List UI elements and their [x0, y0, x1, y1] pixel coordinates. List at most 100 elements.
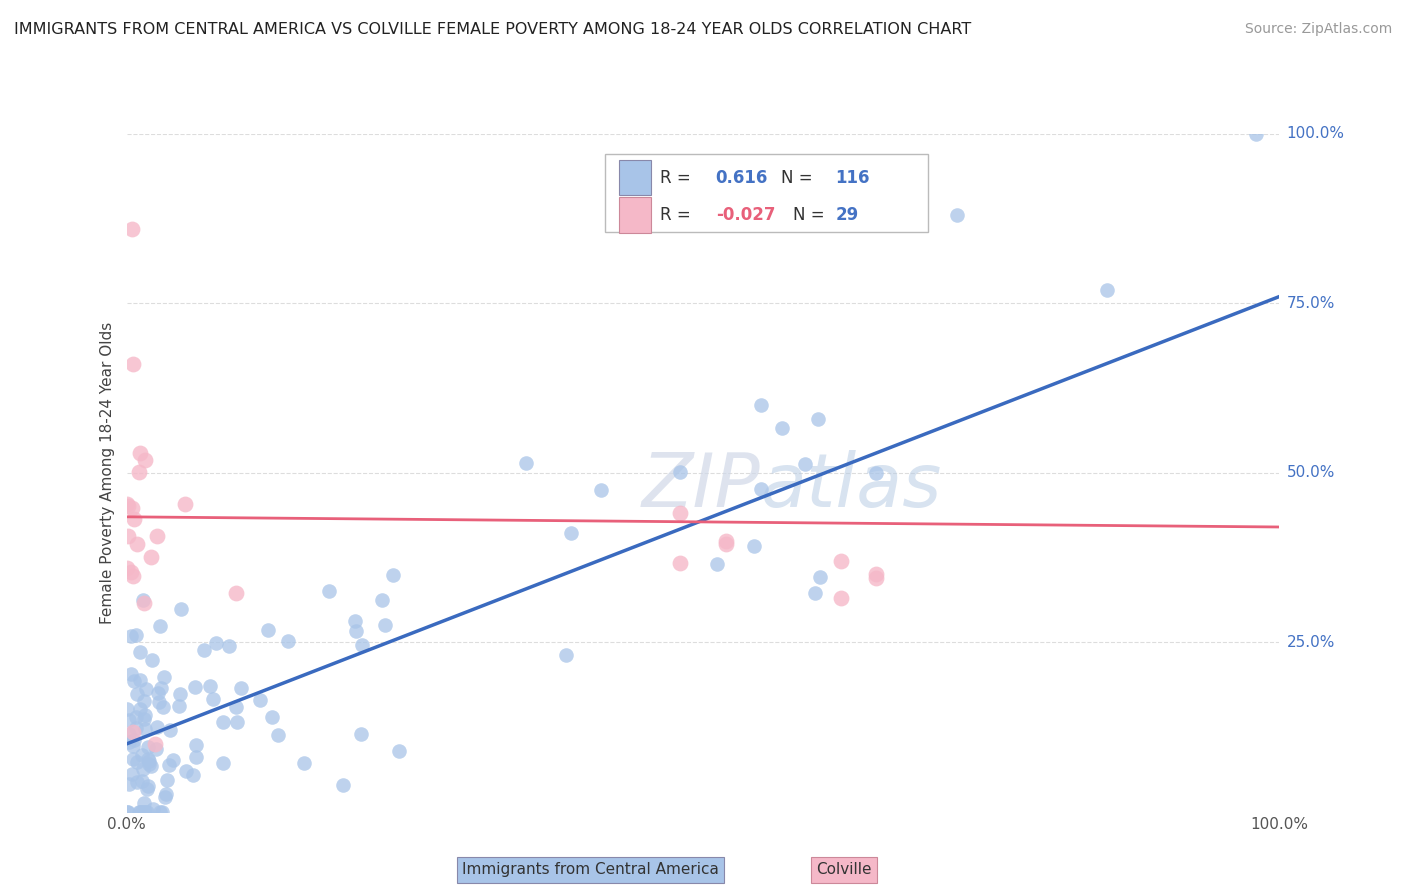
- Point: [714, 533, 737, 548]
- Point: [218, 639, 240, 653]
- Point: [591, 483, 613, 498]
- Point: [142, 802, 165, 816]
- Point: [129, 702, 152, 716]
- Point: [122, 674, 145, 689]
- Point: [121, 501, 143, 516]
- Point: [793, 457, 815, 471]
- Point: [122, 357, 145, 371]
- Point: [865, 567, 887, 582]
- Point: [225, 715, 247, 730]
- Point: [159, 723, 181, 738]
- Point: [155, 787, 177, 801]
- Point: [127, 686, 149, 700]
- Point: [830, 554, 852, 568]
- Point: [127, 755, 149, 769]
- Point: [118, 735, 141, 749]
- Point: [149, 805, 172, 819]
- Point: [117, 726, 139, 740]
- Point: [120, 565, 142, 579]
- Point: [134, 694, 156, 708]
- Point: [124, 709, 146, 723]
- Point: [184, 738, 207, 752]
- Point: [149, 681, 172, 695]
- Bar: [619, 197, 651, 233]
- Point: [135, 805, 157, 819]
- Point: [134, 722, 156, 736]
- Point: [131, 774, 153, 789]
- Point: [225, 700, 247, 714]
- Point: [115, 498, 138, 512]
- Point: [350, 639, 373, 653]
- Point: [145, 529, 167, 543]
- Point: [132, 595, 155, 609]
- Text: 116: 116: [835, 169, 870, 186]
- Point: [184, 680, 207, 694]
- Point: [131, 762, 153, 776]
- Text: -0.027: -0.027: [716, 206, 775, 224]
- Point: [344, 624, 367, 639]
- Point: [669, 465, 692, 479]
- Text: IMMIGRANTS FROM CENTRAL AMERICA VS COLVILLE FEMALE POVERTY AMONG 18-24 YEAR OLDS: IMMIGRANTS FROM CENTRAL AMERICA VS COLVI…: [14, 22, 972, 37]
- Point: [128, 805, 150, 819]
- Point: [138, 757, 160, 772]
- Text: N =: N =: [793, 206, 830, 224]
- Point: [193, 642, 215, 657]
- Point: [122, 512, 145, 526]
- Text: Immigrants from Central America: Immigrants from Central America: [463, 863, 718, 877]
- Point: [162, 754, 184, 768]
- Point: [139, 759, 162, 773]
- Point: [152, 700, 174, 714]
- Text: R =: R =: [661, 169, 696, 186]
- Point: [267, 727, 290, 741]
- Point: [669, 507, 692, 521]
- Point: [122, 752, 145, 766]
- Text: 100.0%: 100.0%: [1286, 127, 1344, 141]
- Point: [669, 556, 692, 570]
- Point: [388, 744, 411, 758]
- Point: [128, 465, 150, 479]
- Text: 0.616: 0.616: [716, 169, 768, 186]
- Point: [128, 805, 150, 819]
- Point: [120, 629, 142, 643]
- Point: [129, 446, 152, 460]
- Point: [277, 633, 299, 648]
- Text: atlas: atlas: [761, 450, 942, 523]
- Point: [184, 749, 207, 764]
- Point: [808, 570, 831, 584]
- Point: [155, 790, 177, 805]
- Point: [121, 767, 143, 781]
- Text: ZIP: ZIP: [643, 450, 761, 523]
- Point: [145, 742, 167, 756]
- Point: [155, 772, 177, 787]
- Point: [136, 779, 159, 793]
- Point: [132, 796, 155, 810]
- Point: [134, 805, 156, 819]
- Point: [374, 618, 396, 632]
- Point: [117, 499, 139, 513]
- Point: [318, 584, 340, 599]
- Point: [131, 748, 153, 763]
- Point: [212, 756, 235, 771]
- Point: [749, 482, 772, 496]
- Point: [292, 756, 315, 770]
- Point: [350, 727, 373, 741]
- Point: [122, 739, 145, 753]
- Point: [169, 687, 191, 701]
- Point: [118, 713, 141, 727]
- Point: [117, 805, 139, 819]
- Point: [249, 693, 271, 707]
- Point: [706, 557, 728, 571]
- Point: [121, 569, 143, 583]
- Point: [115, 805, 138, 819]
- Point: [804, 586, 827, 600]
- Point: [1095, 283, 1118, 297]
- Point: [132, 712, 155, 726]
- Point: [555, 648, 578, 663]
- Point: [132, 592, 155, 607]
- Point: [134, 805, 156, 819]
- Point: [148, 694, 170, 708]
- Point: [260, 710, 283, 724]
- Bar: [619, 160, 651, 195]
- Point: [174, 497, 197, 511]
- Point: [125, 721, 148, 735]
